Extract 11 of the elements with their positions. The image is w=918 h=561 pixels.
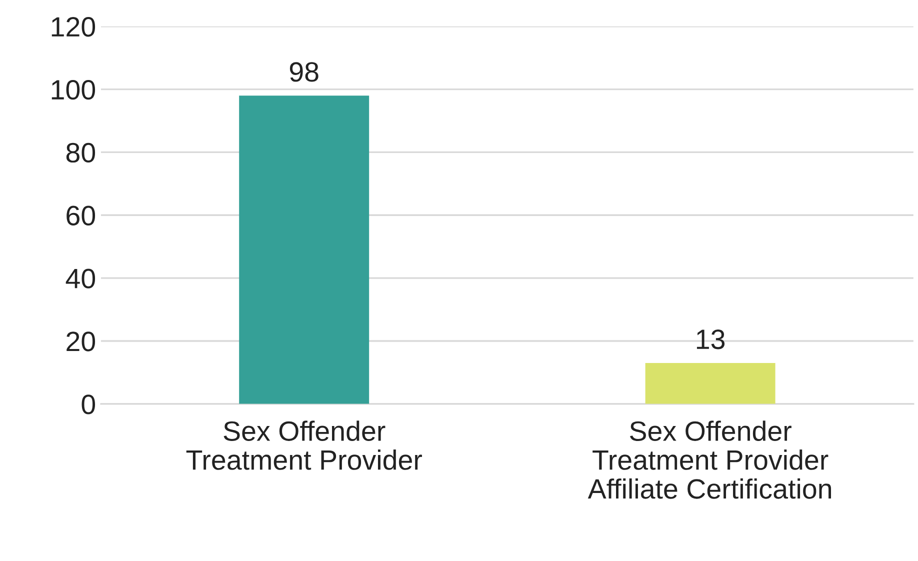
y-tick-label: 60	[66, 206, 96, 226]
y-tick-label: 0	[82, 394, 96, 414]
y-tick-label: 80	[66, 142, 96, 163]
x-tick-label: Sex Offender Treatment Provider Affiliate Certification	[588, 420, 831, 499]
data-label: 98	[290, 62, 318, 82]
y-tick-label: 20	[66, 332, 96, 352]
x-tick-label: Sex Offender Treatment Provider	[186, 420, 422, 470]
y-tick-label: 120	[52, 17, 96, 37]
data-label: 13	[696, 330, 725, 350]
y-tick-label: 40	[66, 268, 96, 288]
y-tick-label: 100	[52, 80, 96, 100]
